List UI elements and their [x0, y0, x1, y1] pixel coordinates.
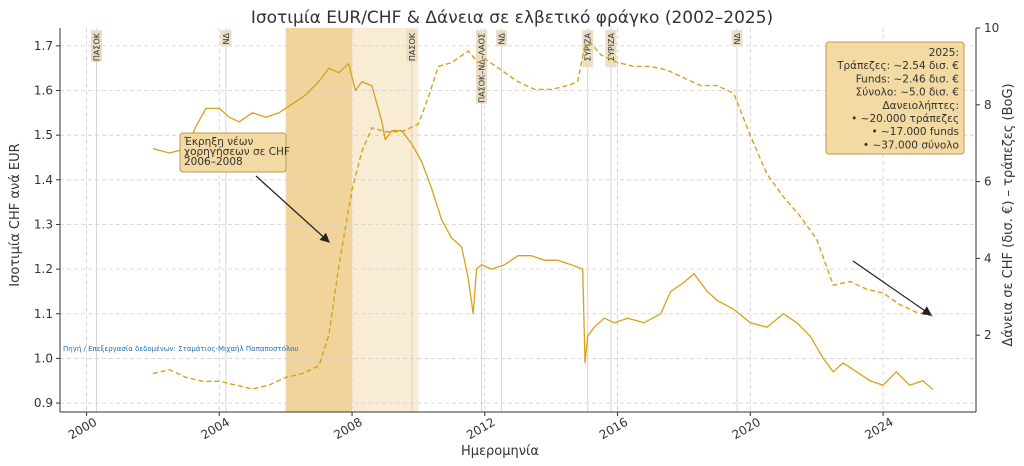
y-tick-label: 1.6 [34, 84, 53, 98]
y2-tick-label: 10 [984, 21, 999, 35]
stats-annotation-text: • ~17.000 funds [871, 126, 959, 138]
boom-annotation-box [179, 132, 287, 173]
y2-tick-label: 8 [984, 98, 992, 112]
series-layer [152, 42, 934, 391]
stats-annotation-text: 2025: [929, 47, 959, 59]
y2-tick-label: 4 [984, 251, 992, 265]
y-tick-label: 1.7 [34, 39, 53, 53]
stats-annotation-box [825, 41, 965, 155]
y-axis-label: Ισοτιμία CHF ανά EUR [8, 143, 23, 286]
y-tick-label: 1.1 [34, 307, 53, 321]
stats-annotation-text: Δανειολήπτες: [882, 100, 959, 112]
government-label-box [475, 30, 487, 104]
x-tick-label: 2004 [199, 415, 232, 442]
stats-annotation-text: Funds: ~2.46 δισ. € [856, 73, 959, 85]
y2-tick-label: 2 [984, 328, 992, 342]
government-label: ΠΑΣΟΚ [93, 32, 102, 61]
government-lines: ΠΑΣΟΚ ΝΔ ΠΑΣΟΚ ΠΑΣΟΚ–ΝΔ–ΛΑΟΣ ΝΔ ΣΥΡΙΖΑ ΣΥΡΙΖΑ Ν… [91, 28, 743, 412]
x-tick-label: 2024 [862, 415, 895, 442]
government-label-box [582, 30, 594, 68]
x-tick-label: 2000 [66, 415, 99, 442]
boom-annotation-text: Έκρηξη νέων [183, 136, 254, 148]
x-tick-label: 2020 [730, 415, 763, 442]
stats-annotation-text: • ~20.000 τράπεζες [851, 113, 959, 125]
y-tick-label: 1.5 [34, 128, 53, 142]
shaded-period-1 [285, 28, 353, 412]
stats-annotation-text: Σύνολο: ~5.0 δισ. € [856, 87, 959, 99]
x-tick-label: 2012 [464, 415, 497, 442]
y-tick-label: 1.3 [34, 217, 53, 231]
boom-arrow [255, 175, 330, 243]
government-label: ΝΔ [733, 32, 742, 44]
stats-annotation-text: • ~37.000 σύνολο [863, 139, 959, 151]
government-label: ΝΔ [222, 32, 231, 44]
y-tick-label: 1.4 [34, 173, 53, 187]
government-label-box [406, 30, 418, 62]
shaded-period-2 [352, 28, 419, 412]
stats-arrow [852, 260, 932, 316]
government-label: ΝΔ [497, 32, 506, 44]
chart-title: Ισοτιμία EUR/CHF & Δάνεια σε ελβετικό φρ… [251, 8, 773, 28]
government-label: ΠΑΣΟΚ [408, 32, 417, 61]
chf-loans-line [152, 42, 934, 390]
y-tick-label: 0.9 [34, 396, 53, 410]
government-label-box [731, 30, 743, 47]
eur-chf-rate-line [152, 63, 934, 391]
y-tick-label: 1.0 [34, 351, 53, 365]
y2-axis-label: Δάνεια σε CHF (δισ. €) – τράπεζες (BoG) [1001, 83, 1016, 346]
government-label-box [495, 30, 507, 47]
y-tick-label: 1.2 [34, 262, 53, 276]
x-tick-label: 2008 [331, 415, 364, 442]
x-tick-label: 2016 [597, 415, 630, 442]
government-label: ΣΥΡΙΖΑ [607, 32, 616, 61]
government-label: ΣΥΡΙΖΑ [584, 32, 593, 61]
y2-tick-label: 6 [984, 175, 992, 189]
stats-annotation-text: Τράπεζες: ~2.54 δισ. € [836, 60, 959, 72]
source-note: Πηγή / Επεξεργασία δεδομένων: Σταμάτιος-… [63, 345, 298, 353]
x-axis-label: Ημερομηνία [461, 444, 539, 459]
government-label-box [220, 30, 232, 47]
boom-annotation-text: 2006–2008 [184, 156, 243, 168]
government-label-box [91, 30, 103, 62]
boom-annotation-text: χορηγήσεων σε CHF [184, 146, 290, 158]
government-label: ΠΑΣΟΚ–ΝΔ–ΛΑΟΣ [477, 33, 486, 103]
